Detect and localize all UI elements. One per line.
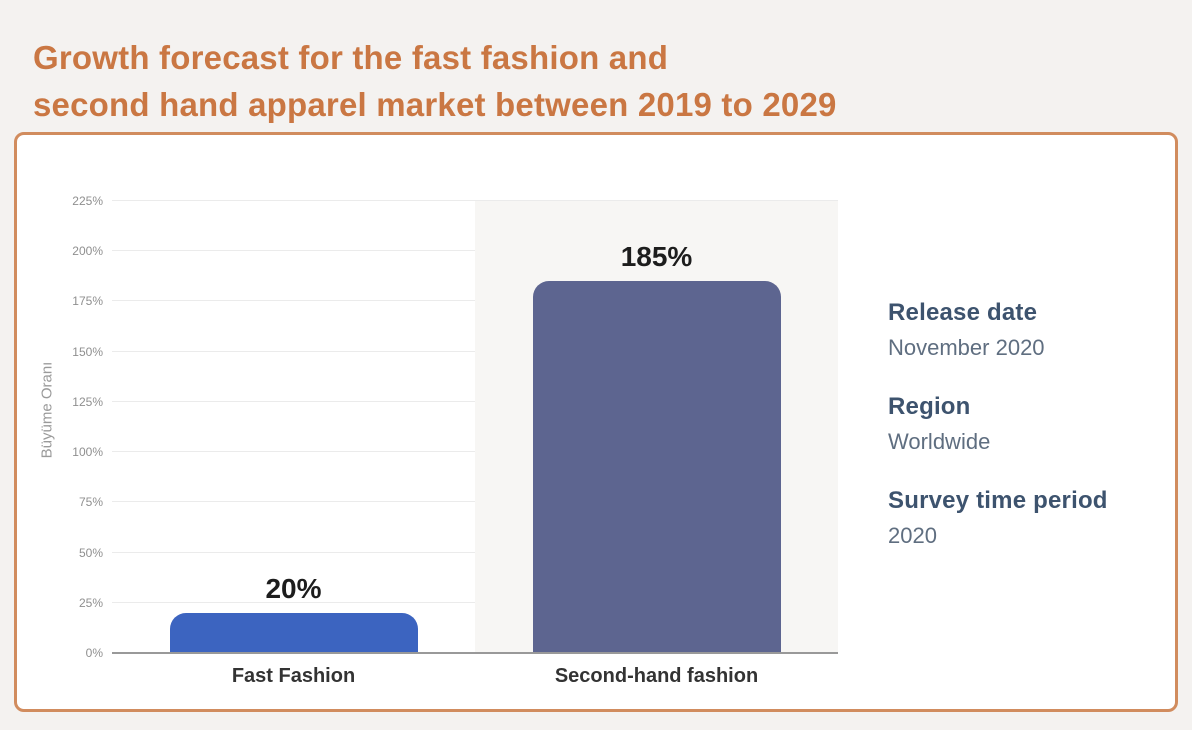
release-date-label: Release date xyxy=(888,299,1038,326)
y-axis-title: Büyüme Oranı xyxy=(38,361,56,459)
metadata-item-release-date: Release date November 2020 xyxy=(888,298,1168,362)
chart-panel: Büyüme Oranı 0% 25% 50% 75% 100% 125% 150% 175%… xyxy=(14,132,1178,712)
y-tick-label: 150% xyxy=(72,344,103,359)
category-column-fast-fashion: 20% Fast Fashion xyxy=(112,201,475,687)
x-axis-line xyxy=(112,652,838,654)
region-label: Region xyxy=(888,393,971,420)
category-label-fast-fashion: Fast Fashion xyxy=(231,665,356,687)
metadata-item-region: Region Worldwide xyxy=(888,392,1168,456)
plot-area: Büyüme Oranı 0% 25% 50% 75% 100% 125% 150% 175%… xyxy=(39,195,838,687)
y-tick-label: 0% xyxy=(85,646,103,660)
value-label-second-hand-fashion: 185% xyxy=(620,241,693,273)
region-value: Worldwide xyxy=(888,429,991,454)
bar-fast-fashion[interactable] xyxy=(169,612,418,653)
y-tick-label: 25% xyxy=(78,595,103,610)
y-tick-label: 175% xyxy=(72,294,103,309)
survey-time-period-label: Survey time period xyxy=(888,487,1108,514)
category-column-second-hand-fashion: 185% Second-hand fashion xyxy=(475,201,838,687)
y-tick-label: 100% xyxy=(72,445,103,460)
release-date-value: November 2020 xyxy=(888,335,1045,360)
survey-time-period-value: 2020 xyxy=(888,523,937,548)
metadata-item-survey-time-period: Survey time period 2020 xyxy=(888,486,1168,550)
y-tick-label: 50% xyxy=(78,545,103,560)
y-tick-label: 125% xyxy=(72,394,103,409)
page-title: Growth forecast for the fast fashion and… xyxy=(33,34,837,128)
page-title-line-1: Growth forecast for the fast fashion and xyxy=(33,39,669,77)
y-tick-label: 225% xyxy=(72,194,103,208)
gridline xyxy=(112,200,838,201)
page-title-line-2: second hand apparel market between 2019 … xyxy=(33,86,837,124)
metadata-block: Release date November 2020 Region Worldw… xyxy=(888,298,1168,580)
y-tick-label: 200% xyxy=(72,244,103,259)
bar-second-hand-fashion[interactable] xyxy=(532,281,781,653)
value-label-fast-fashion: 20% xyxy=(265,572,322,604)
category-label-second-hand-fashion: Second-hand fashion xyxy=(554,665,759,687)
y-tick-label: 75% xyxy=(78,495,103,510)
